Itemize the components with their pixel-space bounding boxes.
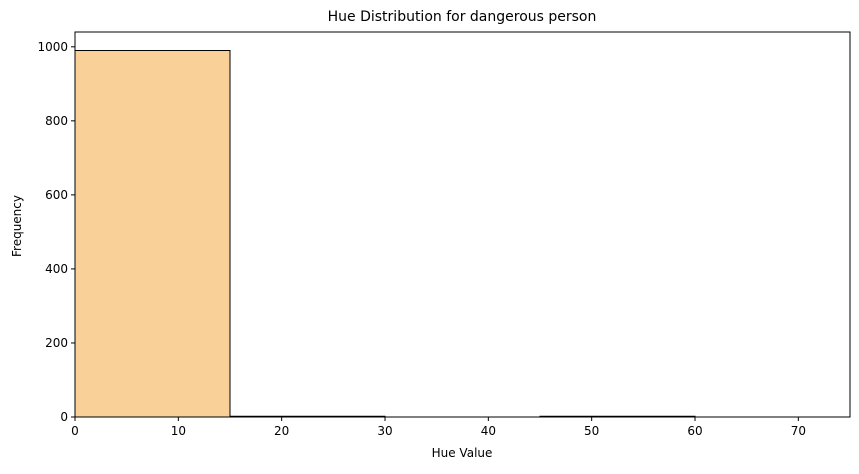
x-tick-label: 40 [481, 424, 496, 438]
y-tick-label: 400 [45, 262, 68, 276]
histogram-bar-0 [74, 50, 231, 418]
x-tick-label: 60 [687, 424, 702, 438]
y-tick-label: 0 [60, 410, 68, 424]
x-tick-label: 70 [791, 424, 806, 438]
x-tick-label: 20 [274, 424, 289, 438]
y-tick-label: 600 [45, 188, 68, 202]
y-tick-label: 200 [45, 336, 68, 350]
x-tick-label: 0 [71, 424, 79, 438]
y-tick-label: 800 [45, 114, 68, 128]
y-axis-label: Frequency [10, 195, 24, 257]
x-tick-label: 30 [377, 424, 392, 438]
chart-title: Hue Distribution for dangerous person [328, 9, 597, 25]
plot-area [74, 50, 696, 418]
x-tick-label: 50 [584, 424, 599, 438]
axes: 0 10 20 30 40 50 60 70 0 200 400 600 800 1000 [37, 31, 851, 438]
x-tick-label: 10 [171, 424, 186, 438]
y-tick-label: 1000 [37, 40, 68, 54]
plot-frame [74, 31, 851, 418]
x-axis-label: Hue Value [432, 446, 493, 460]
